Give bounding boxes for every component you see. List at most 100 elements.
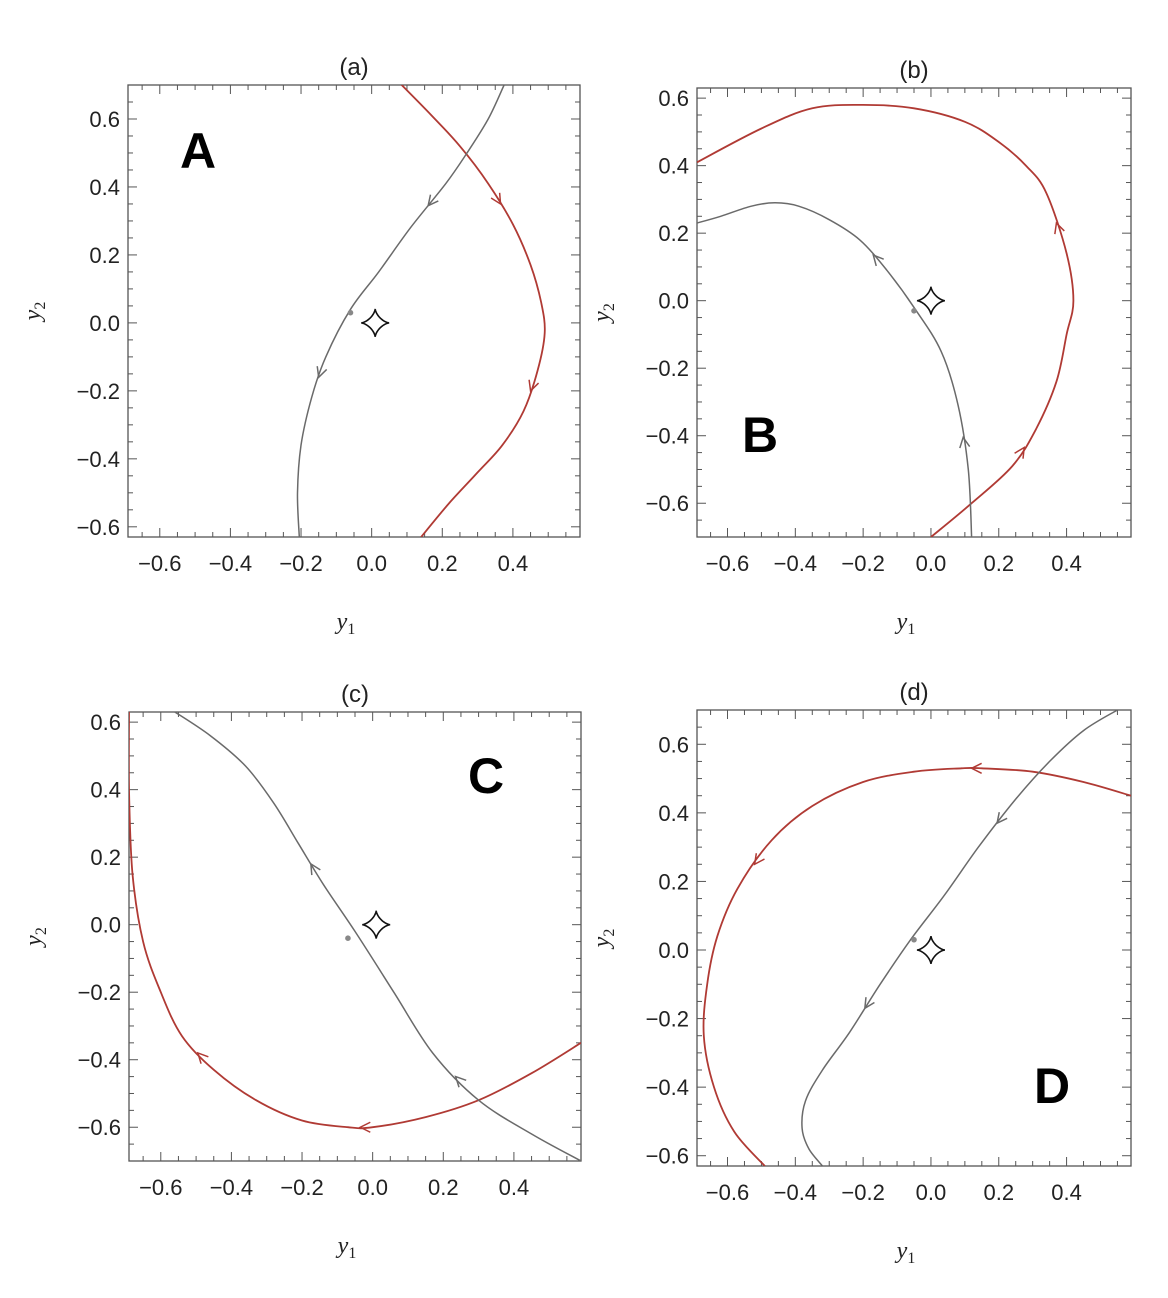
caustic-astroid (362, 910, 391, 939)
gray-trajectory (296, 85, 505, 537)
x-axis-title: y1 (895, 1238, 916, 1267)
red-trajectory (129, 712, 581, 1130)
direction-arrow (996, 812, 1008, 825)
gray-trajectory (697, 202, 973, 537)
x-tick-label: 0.2 (427, 551, 458, 576)
lens-point (345, 935, 351, 941)
x-tick-label: −0.4 (210, 1175, 253, 1200)
panel-title: (a) (339, 54, 368, 81)
x-tick-label: 0.4 (1051, 551, 1082, 576)
y-tick-label: −0.6 (78, 1115, 121, 1140)
y-tick-label: −0.6 (646, 491, 689, 516)
x-axis-title: y1 (335, 609, 356, 638)
x-tick-label: 0.0 (357, 1175, 388, 1200)
direction-arrow (528, 379, 540, 393)
y-tick-label: 0.6 (658, 86, 689, 111)
red-trajectory (702, 766, 1131, 1166)
y-axis-title: y2 (589, 929, 618, 950)
x-tick-label: 0.0 (356, 551, 387, 576)
y-tick-label: 0.0 (89, 311, 120, 336)
axis-ticks (129, 712, 581, 1162)
y-tick-label: 0.4 (658, 154, 689, 179)
direction-arrow (1014, 446, 1026, 459)
panel-a: −0.6 −0.4 −0.2 0.0 0.2 0.4 0.6 0.4 0.2 0.0 −0.2 −0.… (20, 54, 581, 638)
x-tick-label: −0.2 (841, 1180, 884, 1205)
y-tick-label: 0.2 (658, 221, 689, 246)
y-tick-label: −0.2 (78, 980, 121, 1005)
x-tick-label: 0.2 (983, 551, 1014, 576)
caustic-astroid (916, 286, 946, 315)
x-tick-label: −0.4 (774, 1180, 817, 1205)
curves (296, 85, 546, 537)
lens-point (911, 936, 917, 943)
curves (129, 712, 581, 1161)
x-tick-label: 0.0 (916, 551, 947, 576)
curves (702, 710, 1131, 1166)
panel-letter: B (742, 407, 778, 463)
panel-title: (b) (899, 57, 928, 84)
axis-ticks (697, 88, 1131, 538)
x-tick-label: −0.6 (706, 551, 749, 576)
panel-letter: C (468, 748, 504, 804)
caustic-astroid (361, 308, 390, 337)
direction-arrow (454, 1075, 467, 1088)
y-tick-label: 0.0 (658, 289, 689, 314)
x-tick-label: 0.4 (1051, 1180, 1082, 1205)
x-tick-label: −0.2 (280, 1175, 323, 1200)
y-axis-title: y2 (20, 302, 49, 323)
y-tick-label: 0.0 (658, 938, 689, 963)
direction-arrow (309, 862, 321, 876)
direction-arrow (490, 192, 502, 206)
y-tick-label: 0.4 (90, 778, 121, 803)
y-tick-label: −0.2 (646, 356, 689, 381)
x-tick-label: −0.6 (139, 1175, 182, 1200)
y-tick-label: −0.6 (646, 1144, 689, 1169)
plot-frame (128, 711, 582, 1162)
y-tick-label: −0.4 (646, 1075, 689, 1100)
x-tick-label: 0.2 (983, 1180, 1014, 1205)
x-tick-label: 0.4 (498, 551, 529, 576)
y-tick-label: −0.4 (78, 1048, 121, 1073)
y-tick-label: −0.4 (646, 424, 689, 449)
y-tick-label: 0.2 (90, 845, 121, 870)
gray-trajectory (801, 710, 1118, 1166)
direction-arrow (753, 853, 765, 866)
y-axis-title: y2 (21, 927, 50, 948)
y-tick-label: 0.2 (89, 243, 120, 268)
y-tick-label: 0.4 (89, 175, 120, 200)
panel-letter: A (180, 123, 216, 179)
y-tick-label: 0.6 (90, 710, 121, 735)
lens-point (347, 309, 354, 316)
direction-arrow (358, 1121, 371, 1133)
y-tick-label: −0.2 (646, 1007, 689, 1032)
y-axis-title: y2 (589, 303, 618, 324)
x-tick-label: −0.4 (774, 551, 817, 576)
panel-letter: D (1034, 1058, 1070, 1114)
y-tick-label: −0.6 (77, 515, 120, 540)
y-tick-label: −0.4 (77, 447, 120, 472)
x-axis-title: y1 (336, 1233, 357, 1262)
x-tick-label: −0.4 (209, 551, 252, 576)
lens-point (911, 308, 917, 314)
y-tick-label: 0.6 (89, 107, 120, 132)
x-tick-label: −0.6 (138, 551, 181, 576)
red-trajectory (401, 85, 546, 537)
x-tick-label: −0.2 (841, 551, 884, 576)
axis-ticks (128, 84, 580, 537)
direction-arrow (863, 997, 875, 1010)
x-tick-label: 0.2 (428, 1175, 459, 1200)
panel-d: −0.6 −0.4 −0.2 0.0 0.2 0.4 0.6 0.4 0.2 0.0 −0.2 −0.… (589, 679, 1132, 1267)
x-tick-label: 0.0 (916, 1180, 947, 1205)
x-tick-label: 0.4 (499, 1175, 530, 1200)
direction-arrow (427, 194, 439, 207)
direction-arrow (1054, 221, 1065, 235)
panel-b: −0.6 −0.4 −0.2 0.0 0.2 0.4 0.6 0.4 0.2 0.0 −0.2 −0.… (589, 57, 1132, 638)
y-tick-label: 0.6 (658, 732, 689, 757)
direction-arrow (959, 435, 971, 449)
y-tick-label: 0.0 (90, 913, 121, 938)
panel-title: (c) (341, 681, 369, 708)
axis-ticks (697, 709, 1131, 1166)
x-axis-title: y1 (895, 609, 916, 638)
direction-arrow (969, 762, 982, 774)
